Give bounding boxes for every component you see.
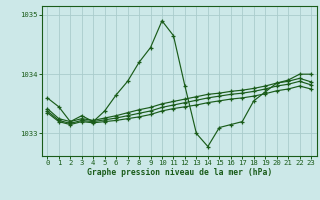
X-axis label: Graphe pression niveau de la mer (hPa): Graphe pression niveau de la mer (hPa) bbox=[87, 168, 272, 177]
